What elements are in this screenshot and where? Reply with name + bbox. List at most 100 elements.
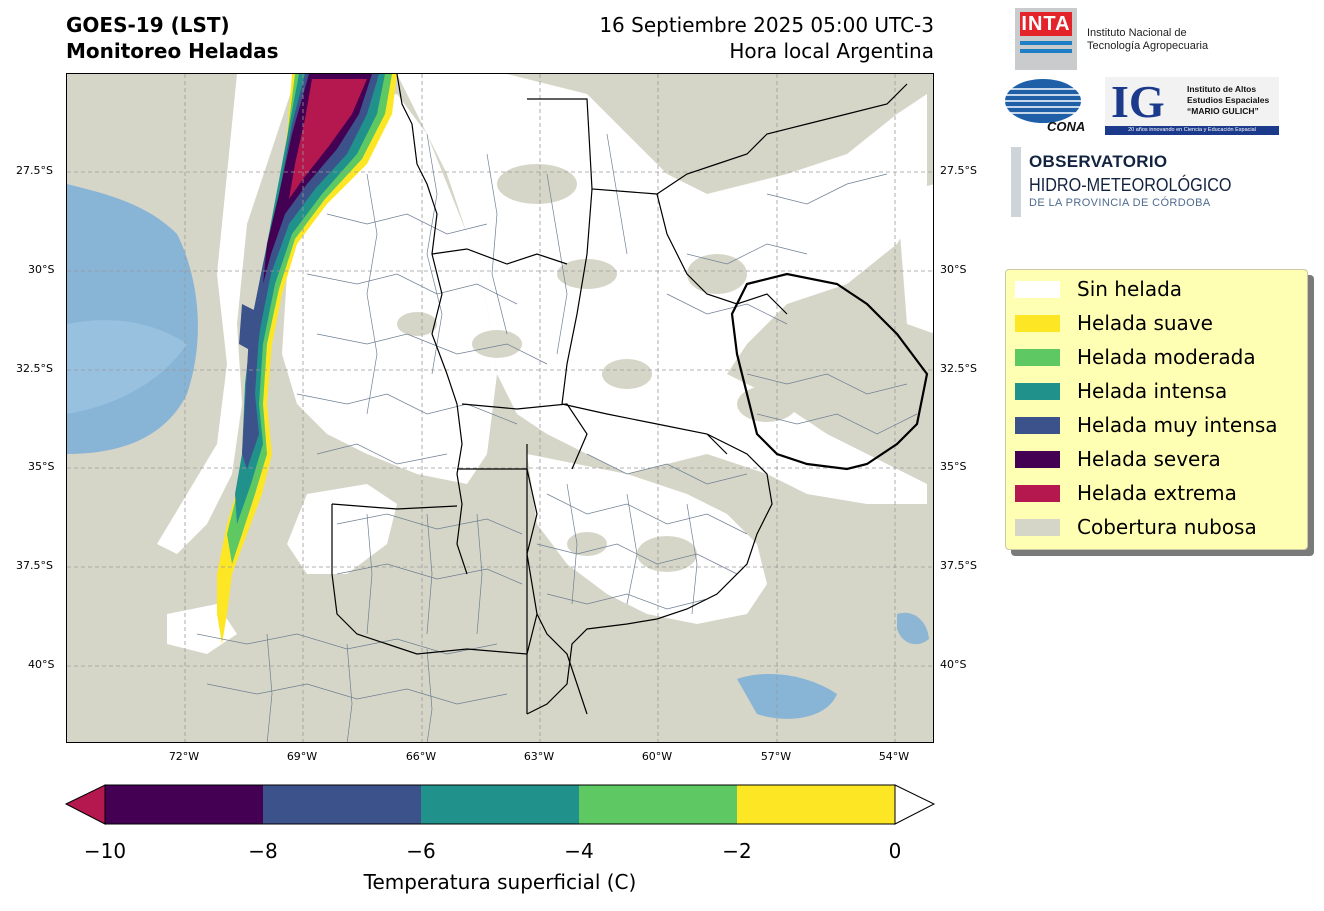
colorbar-segment (737, 785, 895, 824)
ig-name-line-3: “MARIO GULICH” (1187, 106, 1259, 116)
lat-label-left: 37.5°S (16, 559, 53, 572)
title-line-1: GOES-19 (LST) (66, 13, 230, 37)
ocean-cold-area-2 (67, 320, 187, 414)
lat-label-right: 35°S (940, 460, 967, 473)
frost-map (66, 73, 934, 743)
inta-name-line-2: Tecnología Agropecuaria (1087, 40, 1209, 52)
frost-very-intense-patch (239, 304, 262, 354)
title-line-2: Monitoreo Heladas (66, 39, 279, 63)
lat-label-left: 27.5°S (16, 164, 53, 177)
atlantic-cold-area-2 (897, 612, 929, 645)
legend-item: Helada extrema (1006, 476, 1306, 510)
conae-logo: CONAE (1005, 79, 1094, 135)
colorbar-tick: 0 (888, 839, 902, 863)
legend-label: Helada severa (1077, 447, 1221, 471)
observatorio-province: DE LA PROVINCIA DE CÓRDOBA (1029, 197, 1211, 209)
legend-swatch (1015, 281, 1060, 298)
legend-item: Helada moderada (1006, 340, 1306, 374)
lon-label: 57°W (760, 750, 792, 763)
inta-mark: INTA (1020, 12, 1072, 36)
legend-swatch (1015, 485, 1060, 502)
legend-label: Sin helada (1077, 277, 1183, 301)
colorbar-segment (105, 785, 263, 824)
colorbar-over-triangle (894, 784, 936, 825)
colorbar-label: Temperatura superficial (C) (363, 870, 637, 894)
uruguay-border (730, 272, 929, 471)
inta-stripe (1020, 49, 1072, 53)
colorbar-segment (421, 785, 579, 824)
cloud-patches (397, 164, 892, 572)
colorbar-segment (579, 785, 737, 824)
atlantic-coast (526, 433, 773, 715)
lat-label-right: 30°S (940, 263, 967, 276)
colorbar-svg (64, 784, 936, 825)
observatorio-subtitle: HIDRO-METEOROLÓGICO (1029, 175, 1232, 195)
conae-text: CONAE (1047, 119, 1085, 134)
colorbar-tick: −2 (722, 839, 752, 863)
lat-label-right: 27.5°S (940, 164, 977, 177)
ig-name-line-1: Instituto de Altos (1187, 84, 1257, 94)
inta-logo: INTA (1015, 8, 1077, 70)
lat-label-left: 35°S (28, 460, 55, 473)
legend-item: Sin helada (1006, 272, 1306, 306)
lat-label-right: 40°S (940, 658, 967, 671)
legend-label: Cobertura nubosa (1077, 515, 1257, 539)
colorbar-tick: −8 (248, 839, 278, 863)
local-time-line: Hora local Argentina (729, 39, 934, 63)
colorbar-tick: −6 (406, 839, 436, 863)
inta-name: Instituto Nacional de Tecnología Agropec… (1087, 27, 1208, 53)
inta-stripe (1020, 41, 1072, 45)
legend-item: Cobertura nubosa (1006, 510, 1306, 544)
frost-band (217, 74, 397, 644)
ig-tagline: 20 años innovando en Ciencia y Educación… (1105, 126, 1279, 135)
colorbar-tick: −4 (564, 839, 594, 863)
legend-swatch (1015, 519, 1060, 536)
colorbar (60, 780, 940, 830)
date-line: 16 Septiembre 2025 05:00 UTC-3 (599, 13, 934, 37)
frost-extreme-area (289, 79, 367, 199)
map-canvas (67, 74, 933, 742)
inta-name-line-1: Instituto Nacional de (1087, 27, 1187, 39)
map-datetime: 16 Septiembre 2025 05:00 UTC-3 Hora loca… (500, 12, 934, 64)
observatorio-accent-bar (1011, 147, 1021, 217)
legend-swatch (1015, 383, 1060, 400)
legend-item: Helada intensa (1006, 374, 1306, 408)
map-title: GOES-19 (LST) Monitoreo Heladas (66, 12, 279, 64)
colorbar-tick: −10 (83, 839, 127, 863)
frost-severe-area (263, 74, 372, 284)
graticule (67, 74, 933, 742)
atlantic-cold-area (737, 674, 837, 719)
lat-label-right: 37.5°S (940, 559, 977, 572)
legend-swatch (1015, 349, 1060, 366)
legend-swatch (1015, 417, 1060, 434)
lon-label: 66°W (405, 750, 437, 763)
legend-item: Helada severa (1006, 442, 1306, 476)
lat-label-right: 32.5°S (940, 362, 977, 375)
colorbar-segment (263, 785, 421, 824)
legend-label: Helada intensa (1077, 379, 1228, 403)
frost-legend: Sin helada Helada suave Helada moderada … (1005, 269, 1308, 550)
ig-name: Instituto de Altos Estudios Espaciales “… (1187, 84, 1269, 117)
lon-label: 54°W (878, 750, 910, 763)
legend-swatch (1015, 451, 1060, 468)
andes-border (396, 74, 468, 575)
legend-label: Helada moderada (1077, 345, 1256, 369)
legend-swatch (1015, 315, 1060, 332)
lon-label: 69°W (286, 750, 318, 763)
colorbar-outline (104, 784, 896, 825)
lat-label-left: 32.5°S (16, 362, 53, 375)
lat-label-left: 30°S (28, 263, 55, 276)
province-boundaries (331, 74, 908, 715)
ig-logo: IG Instituto de Altos Estudios Espaciale… (1105, 77, 1279, 135)
lon-label: 63°W (523, 750, 555, 763)
colorbar-under-triangle (64, 784, 106, 825)
legend-item: Helada suave (1006, 306, 1306, 340)
legend-label: Helada suave (1077, 311, 1213, 335)
legend-item: Helada muy intensa (1006, 408, 1306, 442)
legend-label: Helada extrema (1077, 481, 1237, 505)
department-boundaries (196, 133, 918, 742)
ig-name-line-2: Estudios Espaciales (1187, 95, 1270, 105)
lat-label-left: 40°S (28, 658, 55, 671)
ig-mark: IG (1111, 76, 1165, 127)
institution-logos: INTA Instituto Nacional de Tecnología Ag… (1005, 5, 1305, 225)
